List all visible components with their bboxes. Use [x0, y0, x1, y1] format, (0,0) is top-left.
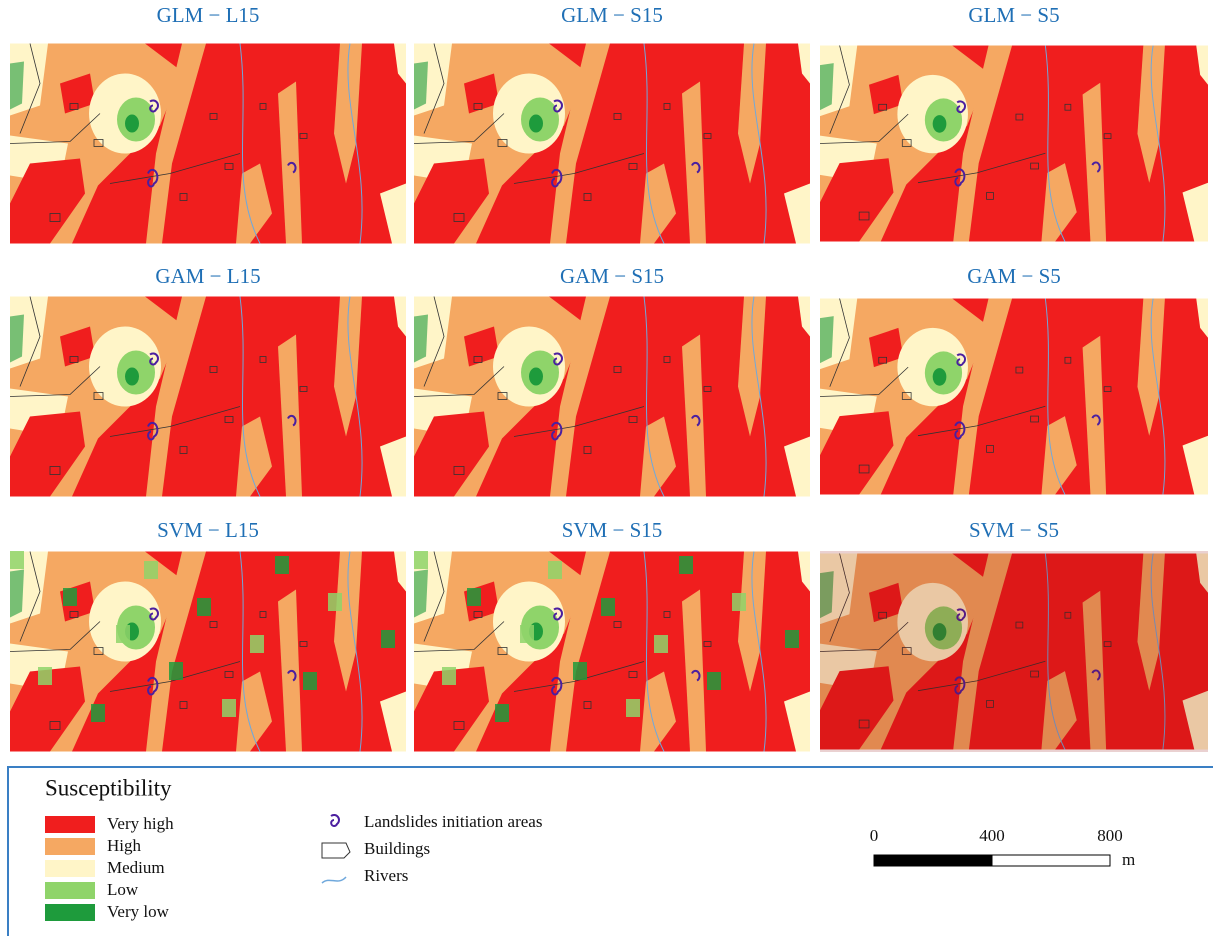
map-patch	[626, 699, 640, 717]
map-shade	[820, 551, 1208, 752]
panel-title: GLM − L15	[157, 3, 260, 27]
map-panel	[414, 297, 810, 497]
map-patch	[442, 667, 456, 685]
panel-title: GAM − S15	[560, 264, 664, 288]
map-patch	[548, 561, 562, 579]
legend-label: Very high	[107, 814, 174, 833]
map-patch	[303, 672, 317, 690]
legend-label: Buildings	[364, 839, 430, 858]
map-patch	[63, 588, 77, 606]
legend-swatch	[45, 904, 95, 921]
map-patch	[222, 699, 236, 717]
landslide-icon	[331, 815, 339, 826]
map-patch	[707, 672, 721, 690]
scale-label: 400	[979, 826, 1005, 845]
map-patch	[414, 551, 428, 569]
legend-label: Low	[107, 880, 139, 899]
panel-title: SVM − S15	[562, 518, 663, 542]
panel-title: GLM − S5	[968, 3, 1059, 27]
scale-unit: m	[1122, 850, 1135, 869]
legend-swatch	[45, 816, 95, 833]
panel-title: GLM − S15	[561, 3, 663, 27]
legend-swatch	[45, 882, 95, 899]
map-patch	[91, 704, 105, 722]
map-patch	[573, 662, 587, 680]
map-patch	[601, 598, 615, 616]
scale-label: 800	[1097, 826, 1123, 845]
map-panel	[820, 46, 1208, 242]
map-patch	[467, 588, 481, 606]
map-panel	[414, 44, 810, 244]
map-patch	[785, 630, 799, 648]
figure: GLM − L15 GLM − S15 GLM − S5 GAM − L15 GAM −…	[0, 0, 1215, 938]
legend-label: High	[107, 836, 142, 855]
legend-swatch	[45, 838, 95, 855]
legend-symbols: Landslides initiation areas Buildings Rive…	[364, 812, 542, 885]
building-icon	[322, 843, 350, 858]
map-patch	[654, 635, 668, 653]
legend-frame	[8, 767, 1213, 936]
legend-classes: Very high High Medium Low Very low	[45, 814, 174, 921]
map-patch	[328, 593, 342, 611]
legend-swatch	[45, 860, 95, 877]
panel-title: SVM − S5	[969, 518, 1059, 542]
legend-title: Susceptibility	[45, 775, 172, 800]
scale-label: 0	[870, 826, 879, 845]
map-patch	[10, 551, 24, 569]
map-patch	[116, 625, 130, 643]
map-patch	[144, 561, 158, 579]
map-panel	[820, 299, 1208, 495]
map-panel	[414, 552, 810, 752]
map-panel	[10, 552, 406, 752]
panel-title: GAM − L15	[155, 264, 260, 288]
legend-label: Medium	[107, 858, 165, 877]
panel-grid: GLM − L15 GLM − S15 GLM − S5 GAM − L15 GAM −…	[10, 3, 1208, 752]
map-patch	[732, 593, 746, 611]
map-patch	[495, 704, 509, 722]
legend-label: Very low	[107, 902, 170, 921]
map-panel	[10, 44, 406, 244]
legend-label: Landslides initiation areas	[364, 812, 542, 831]
scale-bar-light	[992, 855, 1110, 866]
map-patch	[250, 635, 264, 653]
river-icon	[322, 877, 346, 883]
legend: Susceptibility Very highHighMediumLowVer…	[8, 767, 1213, 936]
map-patch	[169, 662, 183, 680]
map-panel	[10, 297, 406, 497]
legend-label: Rivers	[364, 866, 408, 885]
map-patch	[275, 556, 289, 574]
map-patch	[38, 667, 52, 685]
map-patch	[520, 625, 534, 643]
panel-title: GAM − S5	[967, 264, 1061, 288]
map-patch	[197, 598, 211, 616]
panel-title: SVM − L15	[157, 518, 259, 542]
map-patch	[381, 630, 395, 648]
map-patch	[679, 556, 693, 574]
scale-bar-dark	[874, 855, 992, 866]
